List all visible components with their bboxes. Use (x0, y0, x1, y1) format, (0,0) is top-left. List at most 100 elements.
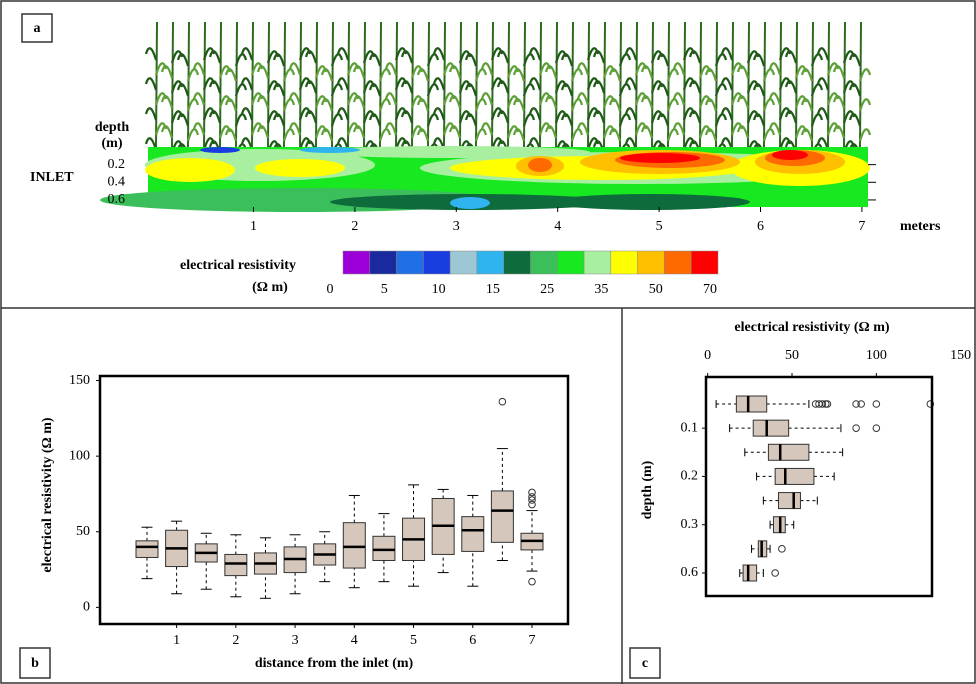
plot-frame (704, 375, 934, 598)
stalk (539, 21, 542, 148)
contour-region (550, 194, 750, 210)
leaf (448, 125, 462, 139)
legend-swatch (530, 250, 558, 275)
leaf (288, 62, 302, 76)
leaf (144, 107, 158, 121)
stalk (795, 21, 798, 148)
box (752, 419, 790, 437)
panel-label-box (629, 647, 661, 679)
leaf (336, 47, 350, 61)
box (135, 540, 159, 558)
leaf (378, 98, 392, 112)
leaf (320, 128, 334, 142)
leaf (714, 83, 728, 97)
leaf (426, 83, 440, 97)
leaf (256, 95, 270, 109)
leaf (752, 113, 766, 127)
leaf (320, 98, 334, 112)
leaf (176, 113, 190, 127)
leaf (832, 95, 846, 109)
leaf (480, 62, 494, 76)
leaf (186, 128, 200, 142)
leaf (794, 95, 808, 109)
outlier (528, 500, 536, 509)
legend-tick-label: 35 (594, 282, 608, 297)
leaf (730, 122, 744, 136)
x-tick-label: 0 (704, 348, 711, 363)
stalk (347, 21, 350, 148)
leaf (752, 53, 766, 67)
leaf (240, 77, 254, 91)
leaf (464, 113, 478, 127)
panel-label: c (642, 656, 648, 671)
leaf (352, 95, 366, 109)
legend-swatch (690, 250, 719, 275)
leaf (288, 122, 302, 136)
leaf (144, 47, 158, 61)
contour-region (772, 150, 808, 160)
leaf (400, 50, 414, 64)
leaf (848, 113, 862, 127)
stalk (635, 21, 638, 148)
leaf (570, 68, 584, 82)
leaf (602, 95, 616, 109)
leaf (432, 107, 446, 121)
stalk (363, 21, 366, 148)
leaf (282, 68, 296, 82)
outlier (771, 569, 779, 577)
leaf (298, 107, 312, 121)
x-tick-label: 150 (950, 348, 971, 363)
outlier (498, 397, 507, 406)
stalk (331, 21, 334, 148)
legend-swatch (423, 250, 451, 275)
leaf (240, 107, 254, 121)
leaf (442, 122, 456, 136)
stalk (779, 21, 782, 148)
box (774, 467, 815, 485)
leaf (154, 92, 168, 106)
leaf (592, 80, 606, 94)
leaf (800, 98, 814, 112)
leaf (304, 50, 318, 64)
leaf (634, 92, 648, 106)
contour-region (145, 158, 235, 182)
x-tick-label: 6 (757, 219, 764, 234)
legend-title: electrical resistivity (180, 258, 296, 273)
leaf (144, 77, 158, 91)
leaf (784, 110, 798, 124)
legend-swatch (664, 250, 692, 275)
leaf (810, 113, 824, 127)
x-tick-label: 4 (554, 219, 561, 234)
leaf (816, 47, 830, 61)
leaf (416, 98, 430, 112)
leaf (448, 65, 462, 79)
leaf (506, 125, 520, 139)
legend-swatch (449, 250, 478, 275)
leaf (576, 92, 590, 106)
leaf (378, 128, 392, 142)
stalk (715, 21, 718, 148)
leaf (400, 110, 414, 124)
leaf (762, 128, 776, 142)
leaf (560, 113, 574, 127)
stalk (667, 21, 670, 148)
leaf (544, 125, 558, 139)
leaf (416, 68, 430, 82)
stalk (379, 21, 382, 148)
leaf (752, 83, 766, 97)
leaf (240, 47, 254, 61)
leaf (426, 113, 440, 127)
box (461, 516, 485, 552)
plot-frame (98, 374, 570, 626)
leaf (384, 62, 398, 76)
box (735, 395, 768, 413)
x-tick-label: 100 (866, 348, 887, 363)
axis-title: meters (900, 219, 941, 234)
y-tick-label: 0.1 (681, 420, 699, 435)
leaf (160, 65, 174, 79)
stalk (747, 21, 750, 148)
leaf (746, 110, 760, 124)
leaf (352, 125, 366, 139)
panel-label: b (31, 656, 39, 671)
leaf (208, 110, 222, 124)
